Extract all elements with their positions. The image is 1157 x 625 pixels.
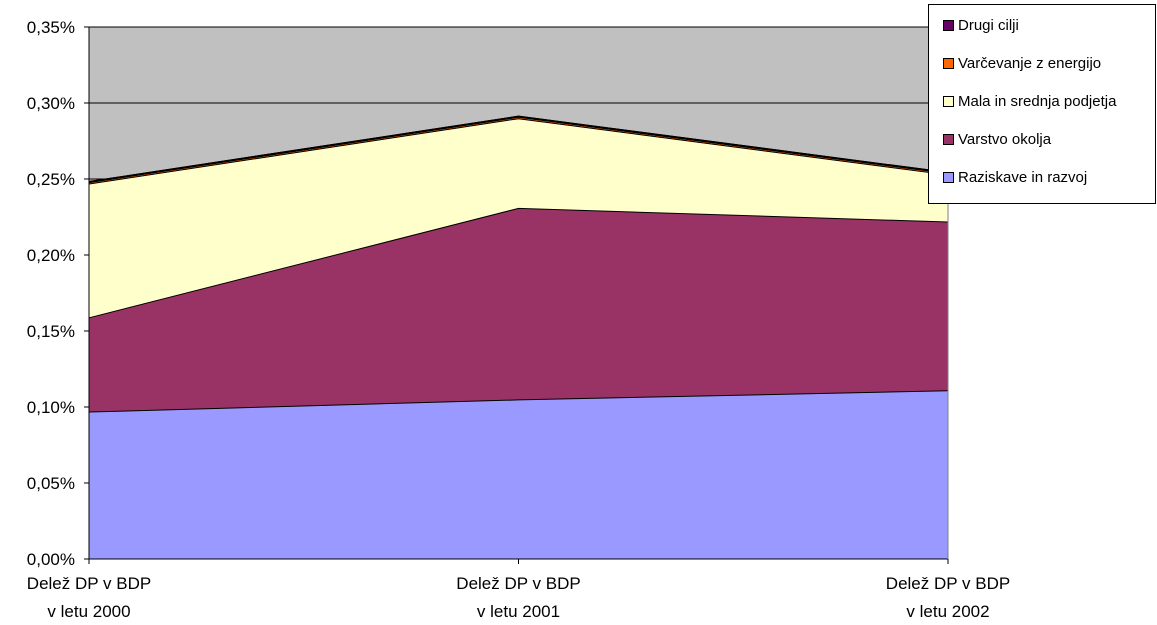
y-axis-tick-labels: 0,00% 0,05% 0,10% 0,15% 0,20% 0,25% 0,30% 0,35% <box>27 18 75 569</box>
legend-item: Drugi cilji <box>943 15 1019 35</box>
legend-item: Varčevanje z energijo <box>943 53 1101 73</box>
x-category-label: Delež DP v BDP <box>456 574 580 593</box>
x-axis-category-labels: Delež DP v BDP v letu 2000 Delež DP v BDP v… <box>27 574 1010 621</box>
area-raziskave-in-razvoj <box>89 390 948 559</box>
legend-label: Mala in srednja podjetja <box>958 92 1117 110</box>
legend-item: Mala in srednja podjetja <box>943 91 1116 111</box>
legend-label: Varstvo okolja <box>958 130 1052 148</box>
y-tick-label: 0,15% <box>27 322 75 341</box>
legend-label: Drugi cilji <box>958 16 1019 34</box>
legend-swatch <box>943 19 954 31</box>
stacked-areas <box>88 115 949 559</box>
x-category-label: Delež DP v BDP <box>27 574 151 593</box>
y-tick-label: 0,30% <box>27 94 75 113</box>
x-category-label: v letu 2000 <box>47 602 130 621</box>
y-tick-label: 0,20% <box>27 246 75 265</box>
y-tick-label: 0,25% <box>27 170 75 189</box>
x-category-label: v letu 2001 <box>477 602 560 621</box>
legend-item: Varstvo okolja <box>943 129 1051 149</box>
legend-label: Raziskave in razvoj <box>958 168 1088 186</box>
legend: Drugi cilji Varčevanje z energijo Mala in … <box>928 4 1156 204</box>
legend-swatch <box>943 171 954 183</box>
area-varstvo-okolja <box>89 207 948 412</box>
legend-swatch <box>943 133 954 145</box>
area-mala-in-srednja-podjetja <box>89 118 948 318</box>
y-tick-label: 0,10% <box>27 398 75 417</box>
y-tick-label: 0,00% <box>27 550 75 569</box>
legend-swatch <box>943 57 954 69</box>
x-category-label: Delež DP v BDP <box>886 574 1010 593</box>
legend-item: Raziskave in razvoj <box>943 167 1087 187</box>
legend-label: Varčevanje z energijo <box>958 54 1102 72</box>
x-category-label: v letu 2002 <box>906 602 989 621</box>
legend-swatch <box>943 95 954 107</box>
y-tick-label: 0,35% <box>27 18 75 37</box>
y-tick-label: 0,05% <box>27 474 75 493</box>
area-top-edge-drugi-cilji <box>88 115 949 184</box>
